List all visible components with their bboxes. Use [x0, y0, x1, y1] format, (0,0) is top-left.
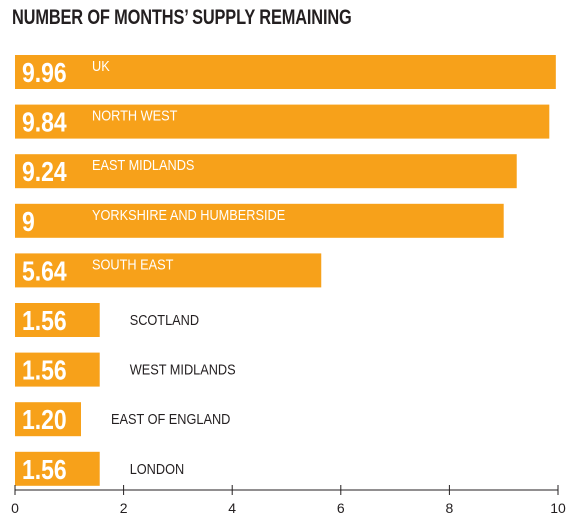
bar [15, 154, 517, 189]
bar-value-label: 9 [22, 207, 35, 238]
bar-value-label: 1.56 [22, 306, 67, 337]
bar-category-label: EAST OF ENGLAND [111, 410, 230, 427]
bar [15, 303, 100, 337]
bar-category-label: NORTH WEST [92, 107, 178, 124]
bar [15, 203, 504, 238]
bar-category-label: SOUTH EAST [92, 255, 174, 272]
bar [15, 352, 100, 387]
x-tick-label: 6 [337, 500, 345, 516]
bar [15, 402, 81, 437]
x-tick-label: 4 [228, 500, 236, 516]
bar-category-label: WEST MIDLANDS [130, 361, 236, 378]
bar [15, 451, 100, 486]
bar-value-label: 9.24 [22, 157, 67, 188]
bar-value-label: 5.64 [22, 256, 67, 287]
bar-value-label: 1.56 [22, 356, 67, 387]
bar-value-label: 1.56 [22, 455, 67, 486]
bar-value-label: 9.84 [22, 108, 67, 139]
bar-category-label: YORKSHIRE AND HUMBERSIDE [92, 206, 285, 223]
bar-category-label: LONDON [130, 460, 184, 477]
chart-title: NUMBER OF MONTHS’ SUPPLY REMAINING [12, 6, 352, 29]
bar-category-label: EAST MIDLANDS [92, 156, 194, 173]
x-tick-label: 2 [120, 500, 128, 516]
x-tick-label: 10 [550, 500, 566, 516]
x-tick-label: 0 [11, 500, 19, 516]
bar [15, 253, 322, 288]
bar [15, 55, 556, 89]
bar-value-label: 9.96 [22, 58, 67, 89]
bar-category-label: UK [92, 57, 110, 74]
bar-value-label: 1.20 [22, 405, 67, 436]
bar-category-label: SCOTLAND [130, 311, 199, 328]
bar [15, 104, 550, 139]
x-tick-label: 8 [446, 500, 454, 516]
